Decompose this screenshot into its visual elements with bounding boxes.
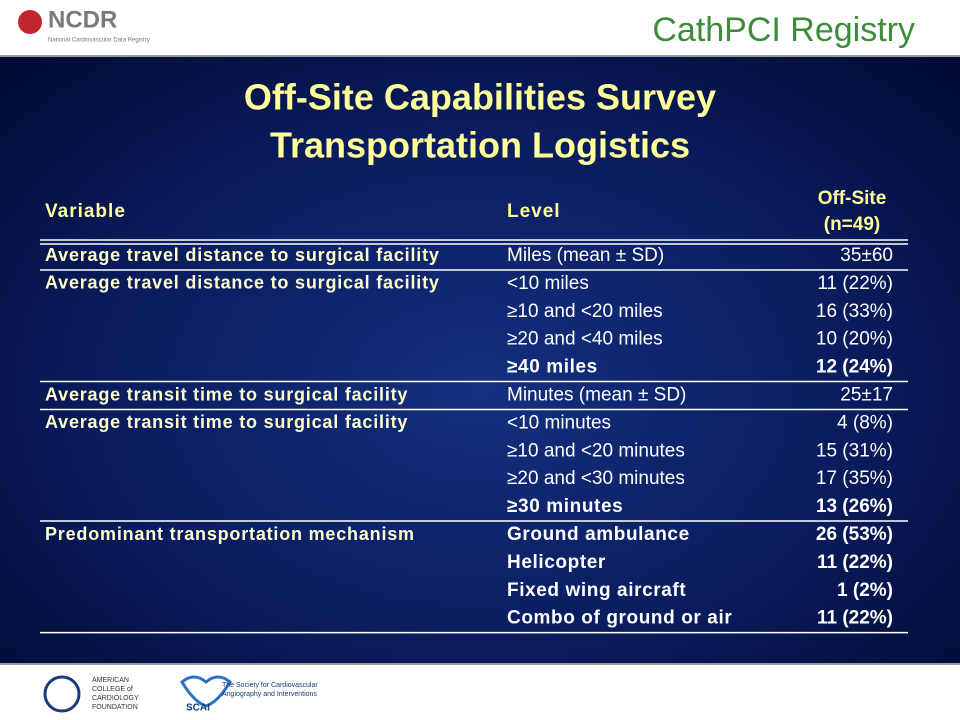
value-cell: 13 (26%) — [816, 496, 893, 517]
title-line: Transportation Logistics — [270, 125, 690, 166]
value-cell: 25±17 — [840, 385, 893, 406]
value-cell: 26 (53%) — [816, 524, 893, 545]
ncdr-logo: NCDR — [48, 6, 117, 33]
value-cell: 12 (24%) — [816, 357, 893, 378]
level-cell: ≥30 minutes — [507, 496, 623, 517]
variable-cell: Average transit time to surgical facilit… — [45, 384, 408, 404]
level-cell: Helicopter — [507, 552, 606, 573]
value-cell: 4 (8%) — [837, 412, 893, 433]
cathpci-logo: CathPCI Registry — [652, 11, 915, 49]
scai-text: Angiography and Interventions — [222, 691, 317, 698]
column-header: Variable — [45, 201, 126, 222]
scai-logo: SCAI — [186, 703, 210, 714]
value-cell: 17 (35%) — [816, 468, 893, 489]
variable-cell: Average travel distance to surgical faci… — [45, 245, 440, 265]
level-cell: Combo of ground or air — [507, 608, 732, 629]
scai-text: The Society for Cardiovascular — [222, 682, 318, 689]
variable-cell: Average transit time to surgical facilit… — [45, 412, 408, 432]
slide-body — [0, 55, 960, 665]
variable-cell: Predominant transportation mechanism — [45, 524, 415, 544]
level-cell: Minutes (mean ± SD) — [507, 385, 686, 406]
acc-text: COLLEGE of — [92, 686, 133, 693]
value-cell: 1 (2%) — [837, 580, 893, 601]
value-cell: 35±60 — [840, 245, 893, 266]
level-cell: Miles (mean ± SD) — [507, 245, 664, 266]
value-cell: 10 (20%) — [816, 329, 893, 350]
level-cell: ≥20 and <30 minutes — [507, 468, 685, 489]
level-cell: ≥10 and <20 miles — [507, 301, 663, 322]
column-header: Off-Site — [818, 188, 887, 209]
level-cell: Ground ambulance — [507, 524, 690, 545]
level-cell: ≥40 miles — [507, 357, 598, 378]
variable-cell: Average travel distance to surgical faci… — [45, 273, 440, 293]
title-line: Off-Site Capabilities Survey — [244, 77, 716, 118]
value-cell: 15 (31%) — [816, 440, 893, 461]
level-cell: ≥10 and <20 minutes — [507, 440, 685, 461]
level-cell: Fixed wing aircraft — [507, 580, 686, 601]
acc-text: CARDIOLOGY — [92, 695, 139, 702]
value-cell: 16 (33%) — [816, 301, 893, 322]
column-header: (n=49) — [824, 214, 881, 235]
level-cell: <10 miles — [507, 273, 589, 294]
acc-seal — [43, 675, 81, 713]
acc-text: FOUNDATION — [92, 704, 138, 711]
value-cell: 11 (22%) — [817, 273, 893, 294]
level-cell: ≥20 and <40 miles — [507, 329, 663, 350]
acc-text: AMERICAN — [92, 677, 129, 684]
ncdr-tagline: National Cardiovascular Data Registry — [48, 38, 150, 44]
column-header: Level — [507, 201, 561, 222]
level-cell: <10 minutes — [507, 412, 611, 433]
value-cell: 11 (22%) — [817, 552, 893, 573]
value-cell: 11 (22%) — [817, 608, 893, 629]
ncdr-icon — [18, 10, 42, 34]
scai-heart — [180, 675, 232, 708]
